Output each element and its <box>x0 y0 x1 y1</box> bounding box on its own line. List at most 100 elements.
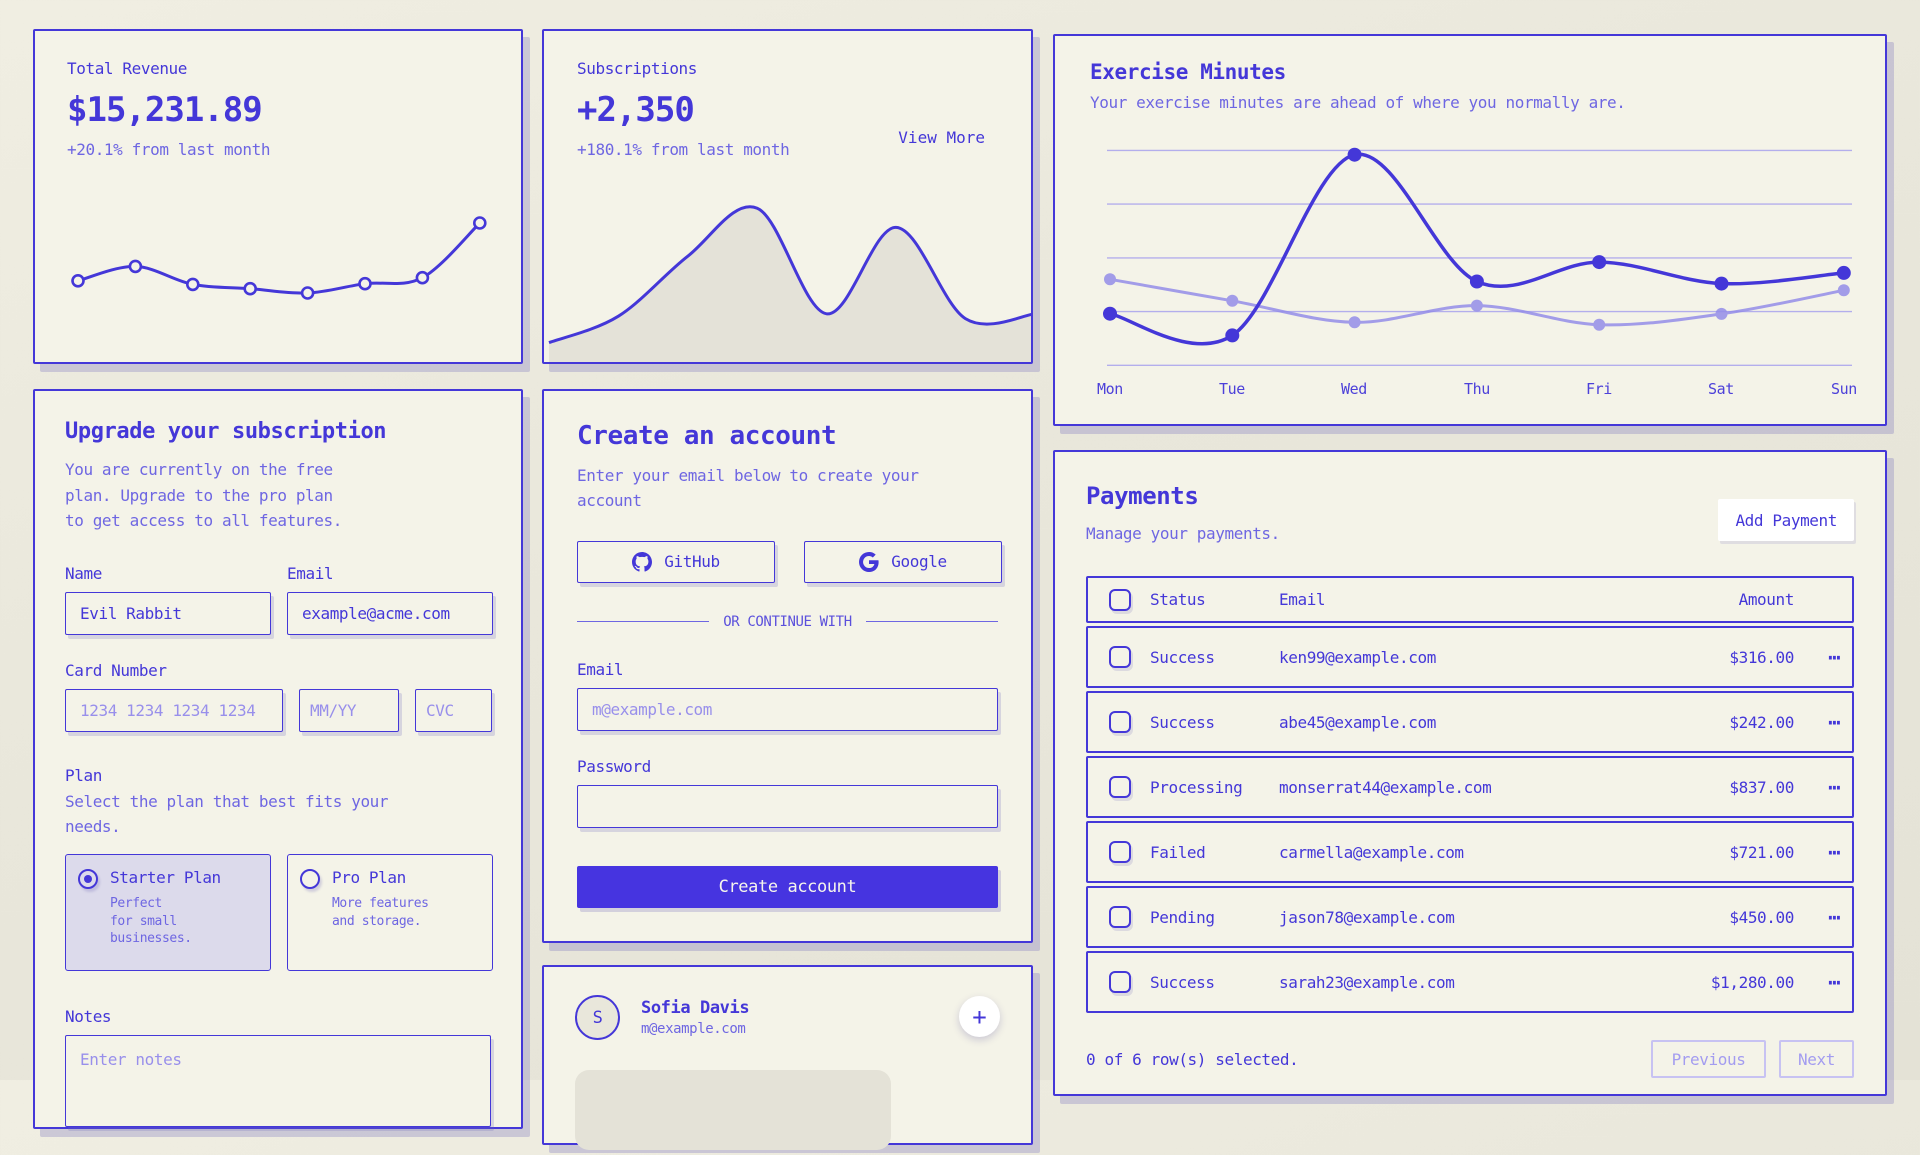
cell-status: Success <box>1150 712 1215 732</box>
email-label: Email <box>577 659 624 679</box>
cell-amount: $1,280.00 <box>1710 972 1795 992</box>
card-number-field[interactable] <box>65 688 283 732</box>
signup-password-field[interactable] <box>577 784 998 828</box>
radio-selected-icon <box>78 868 98 889</box>
cell-email: jason78@example.com <box>1279 907 1455 927</box>
payments-subtitle: Manage your payments. <box>1086 524 1280 543</box>
starter-plan-option[interactable]: Starter Plan Perfect for small businesse… <box>65 853 271 971</box>
signup-email-field[interactable] <box>577 687 998 731</box>
x-tick-fri: Fri <box>1586 380 1612 398</box>
row-checkbox[interactable] <box>1109 711 1131 733</box>
cell-amount: $242.00 <box>1729 712 1794 732</box>
or-continue-with-text: OR CONTINUE WITH <box>723 613 852 630</box>
new-message-button[interactable]: + <box>959 996 1000 1037</box>
google-button[interactable]: Google <box>804 540 1002 583</box>
plan-label: Plan <box>65 765 102 785</box>
row-checkbox[interactable] <box>1109 776 1131 798</box>
cell-status: Pending <box>1150 907 1215 927</box>
card-title: Subscriptions <box>577 59 698 78</box>
avatar-initial: S <box>592 1007 603 1028</box>
total-revenue-card: Total Revenue $15,231.89 +20.1% from las… <box>33 29 523 364</box>
plan-desc: Perfect for small businesses. <box>110 895 192 947</box>
exercise-minutes-card: Exercise Minutes Your exercise minutes a… <box>1053 34 1887 426</box>
x-tick-sun: Sun <box>1831 380 1857 398</box>
row-actions-menu[interactable]: ⋯ <box>1828 840 1840 864</box>
avatar: S <box>575 995 620 1040</box>
cell-status: Failed <box>1150 842 1206 862</box>
cell-email: monserrat44@example.com <box>1279 777 1492 797</box>
create-account-button[interactable]: Create account <box>577 865 998 908</box>
subscriptions-change: +180.1% from last month <box>577 140 790 159</box>
view-more-button[interactable]: View More <box>892 127 991 148</box>
upgrade-subscription-card: Upgrade your subscription You are curren… <box>33 389 523 1129</box>
row-actions-menu[interactable]: ⋯ <box>1828 905 1840 929</box>
card-title: Total Revenue <box>67 59 188 78</box>
x-tick-sat: Sat <box>1708 380 1734 398</box>
cell-amount: $316.00 <box>1729 647 1794 667</box>
table-row: Success ken99@example.com $316.00 ⋯ <box>1086 626 1854 688</box>
cell-amount: $450.00 <box>1729 907 1794 927</box>
select-all-checkbox[interactable] <box>1109 588 1131 611</box>
name-label: Name <box>65 563 102 583</box>
cell-status: Success <box>1150 647 1215 667</box>
pro-plan-option[interactable]: Pro Plan More features and storage. <box>287 853 493 971</box>
col-email: Email <box>1279 590 1326 609</box>
email-field[interactable] <box>287 591 493 635</box>
cell-amount: $837.00 <box>1729 777 1794 797</box>
revenue-sparkline-chart <box>71 216 487 300</box>
subscriptions-value: +2,350 <box>577 90 695 130</box>
github-label: GitHub <box>664 552 720 572</box>
radio-unselected-icon <box>300 868 320 889</box>
create-account-subtitle: Enter your email below to create your ac… <box>577 466 919 510</box>
row-actions-menu[interactable]: ⋯ <box>1828 970 1840 994</box>
row-actions-menu[interactable]: ⋯ <box>1828 645 1840 669</box>
cell-email: abe45@example.com <box>1279 712 1436 732</box>
next-page-button[interactable]: Next <box>1779 1040 1854 1078</box>
upgrade-description: You are currently on the free plan. Upgr… <box>65 460 342 531</box>
table-row: Success abe45@example.com $242.00 ⋯ <box>1086 691 1854 753</box>
payments-title: Payments <box>1086 482 1199 510</box>
name-field[interactable] <box>65 591 271 635</box>
row-actions-menu[interactable]: ⋯ <box>1828 710 1840 734</box>
notes-label: Notes <box>65 1006 112 1026</box>
plan-desc: More features and storage. <box>332 895 429 929</box>
plan-name: Pro Plan <box>332 867 406 887</box>
card-number-label: Card Number <box>65 660 167 680</box>
table-row: Processing monserrat44@example.com $837.… <box>1086 756 1854 818</box>
plan-description: Select the plan that best fits your need… <box>65 791 389 837</box>
total-revenue-value: $15,231.89 <box>67 90 263 130</box>
col-amount: Amount <box>1738 590 1795 609</box>
exercise-subtitle: Your exercise minutes are ahead of where… <box>1090 93 1626 112</box>
cell-status: Success <box>1150 972 1215 992</box>
subscriptions-card: Subscriptions +2,350 +180.1% from last m… <box>542 29 1033 364</box>
cell-email: sarah23@example.com <box>1279 972 1455 992</box>
row-checkbox[interactable] <box>1109 906 1131 928</box>
previous-page-button[interactable]: Previous <box>1651 1040 1766 1078</box>
payments-card: Payments Manage your payments. Add Payme… <box>1053 450 1887 1096</box>
notes-field[interactable] <box>65 1034 491 1127</box>
plus-icon: + <box>972 1002 987 1031</box>
x-tick-mon: Mon <box>1097 380 1123 398</box>
create-account-card: Create an account Enter your email below… <box>542 389 1033 943</box>
github-button[interactable]: GitHub <box>577 540 775 583</box>
create-account-title: Create an account <box>577 421 837 451</box>
exercise-title: Exercise Minutes <box>1090 60 1286 84</box>
card-cvc-field[interactable] <box>415 688 492 732</box>
password-label: Password <box>577 756 651 776</box>
table-row: Pending jason78@example.com $450.00 ⋯ <box>1086 886 1854 948</box>
add-payment-button[interactable]: Add Payment <box>1718 499 1854 541</box>
selection-status: 0 of 6 row(s) selected. <box>1086 1049 1299 1069</box>
table-row: Success sarah23@example.com $1,280.00 ⋯ <box>1086 951 1854 1013</box>
cell-status: Processing <box>1150 777 1243 797</box>
table-header-row: Status Email Amount <box>1086 576 1854 623</box>
card-expiry-field[interactable] <box>299 688 399 732</box>
row-checkbox[interactable] <box>1109 841 1131 863</box>
row-actions-menu[interactable]: ⋯ <box>1828 775 1840 799</box>
cell-email: ken99@example.com <box>1279 647 1436 667</box>
row-checkbox[interactable] <box>1109 971 1131 993</box>
row-checkbox[interactable] <box>1109 646 1131 668</box>
col-status: Status <box>1150 590 1206 609</box>
chat-user-email: m@example.com <box>641 1021 746 1037</box>
table-row: Failed carmella@example.com $721.00 ⋯ <box>1086 821 1854 883</box>
cell-amount: $721.00 <box>1729 842 1794 862</box>
